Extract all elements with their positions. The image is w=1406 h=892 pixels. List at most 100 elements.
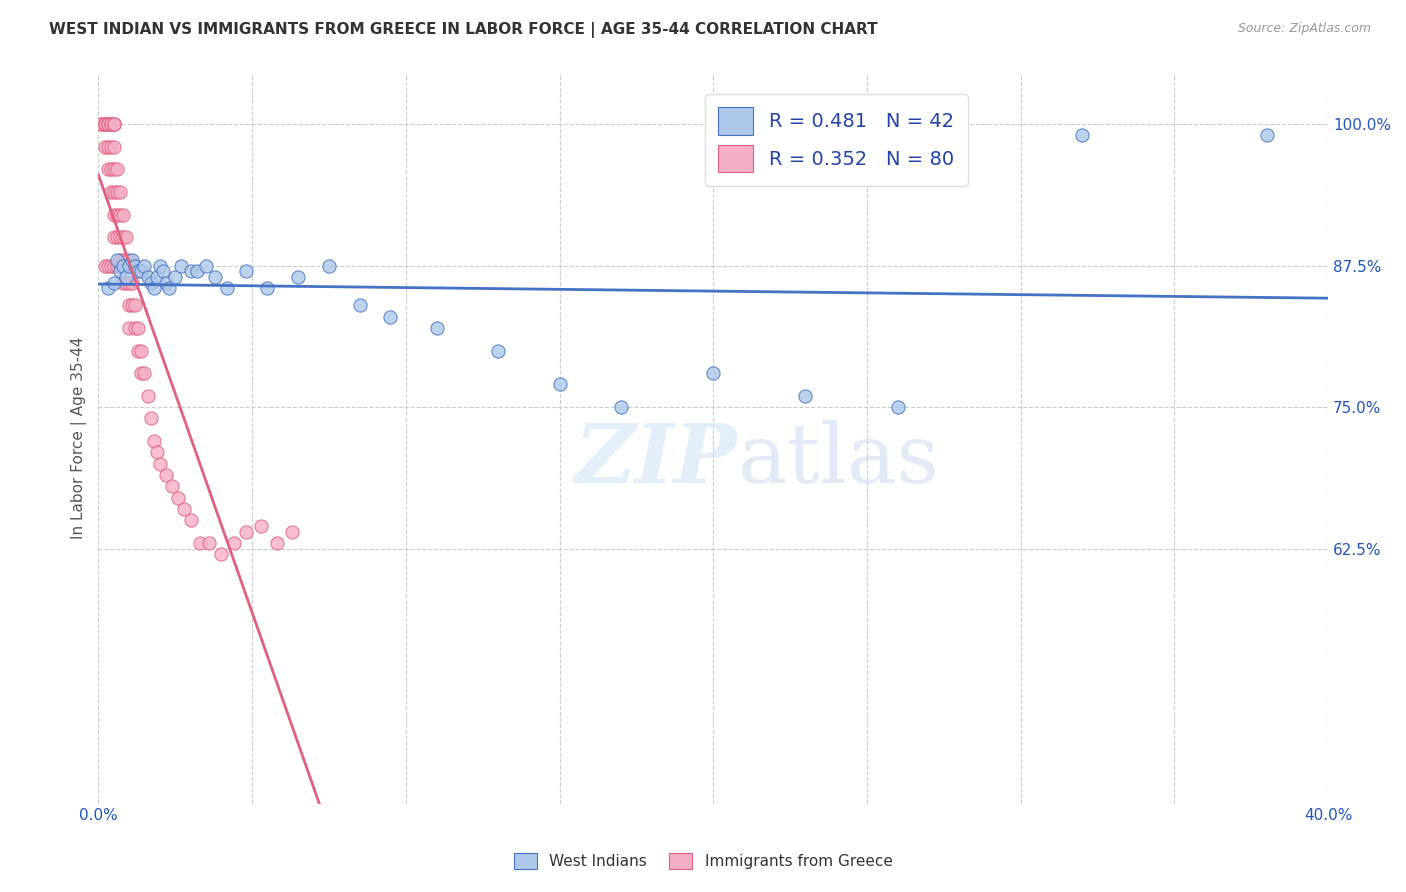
Point	[115, 259, 138, 273]
Point	[134, 366, 156, 380]
Point	[157, 281, 180, 295]
Point	[103, 230, 125, 244]
Point	[90, 117, 112, 131]
Point	[103, 276, 125, 290]
Point	[149, 457, 172, 471]
Point	[170, 259, 193, 273]
Point	[222, 536, 245, 550]
Point	[115, 252, 138, 267]
Point	[124, 259, 146, 273]
Point	[97, 117, 120, 131]
Point	[217, 281, 239, 295]
Point	[97, 139, 120, 153]
Text: ZIP: ZIP	[575, 420, 738, 500]
Point	[281, 524, 304, 539]
Point	[204, 269, 226, 284]
Point	[136, 389, 159, 403]
Point	[121, 276, 143, 290]
Point	[115, 276, 138, 290]
Point	[142, 434, 165, 449]
Point	[250, 519, 273, 533]
Point	[103, 259, 125, 273]
Point	[103, 117, 125, 131]
Point	[186, 264, 208, 278]
Point	[131, 264, 153, 278]
Point	[108, 252, 131, 267]
Point	[90, 117, 112, 131]
Point	[108, 259, 131, 273]
Point	[118, 259, 141, 273]
Point	[111, 276, 134, 290]
Point	[209, 548, 232, 562]
Point	[108, 208, 131, 222]
Point	[100, 259, 122, 273]
Legend: West Indians, Immigrants from Greece: West Indians, Immigrants from Greece	[508, 847, 898, 875]
Point	[318, 259, 340, 273]
Point	[235, 264, 257, 278]
Point	[97, 259, 120, 273]
Point	[160, 479, 183, 493]
Point	[349, 298, 371, 312]
Point	[131, 366, 153, 380]
Point	[139, 276, 162, 290]
Point	[111, 230, 134, 244]
Point	[127, 343, 149, 358]
Point	[121, 298, 143, 312]
Point	[105, 230, 128, 244]
Point	[118, 276, 141, 290]
Point	[100, 162, 122, 177]
Point	[105, 185, 128, 199]
Point	[103, 139, 125, 153]
Point	[794, 389, 817, 403]
Point	[100, 185, 122, 199]
Point	[188, 536, 211, 550]
Point	[103, 185, 125, 199]
Point	[235, 524, 257, 539]
Point	[149, 259, 172, 273]
Point	[118, 298, 141, 312]
Point	[108, 185, 131, 199]
Point	[108, 264, 131, 278]
Point	[167, 491, 190, 505]
Point	[124, 321, 146, 335]
Point	[266, 536, 288, 550]
Point	[548, 377, 571, 392]
Point	[152, 264, 174, 278]
Point	[486, 343, 509, 358]
Text: Source: ZipAtlas.com: Source: ZipAtlas.com	[1237, 22, 1371, 36]
Point	[118, 252, 141, 267]
Point	[287, 269, 309, 284]
Point	[180, 264, 202, 278]
Point	[380, 310, 402, 324]
Point	[105, 252, 128, 267]
Point	[425, 321, 447, 335]
Point	[97, 117, 120, 131]
Point	[145, 269, 167, 284]
Point	[127, 321, 149, 335]
Point	[93, 259, 115, 273]
Point	[111, 259, 134, 273]
Point	[173, 502, 195, 516]
Point	[121, 252, 143, 267]
Point	[100, 117, 122, 131]
Point	[111, 259, 134, 273]
Point	[93, 139, 115, 153]
Point	[103, 208, 125, 222]
Point	[139, 411, 162, 425]
Point	[103, 162, 125, 177]
Point	[108, 230, 131, 244]
Point	[115, 269, 138, 284]
Point	[118, 259, 141, 273]
Point	[97, 281, 120, 295]
Point	[155, 276, 177, 290]
Point	[1071, 128, 1094, 143]
Point	[127, 264, 149, 278]
Point	[93, 117, 115, 131]
Point	[124, 259, 146, 273]
Point	[610, 400, 633, 414]
Point	[100, 117, 122, 131]
Point	[93, 117, 115, 131]
Point	[256, 281, 278, 295]
Point	[134, 259, 156, 273]
Point	[194, 259, 217, 273]
